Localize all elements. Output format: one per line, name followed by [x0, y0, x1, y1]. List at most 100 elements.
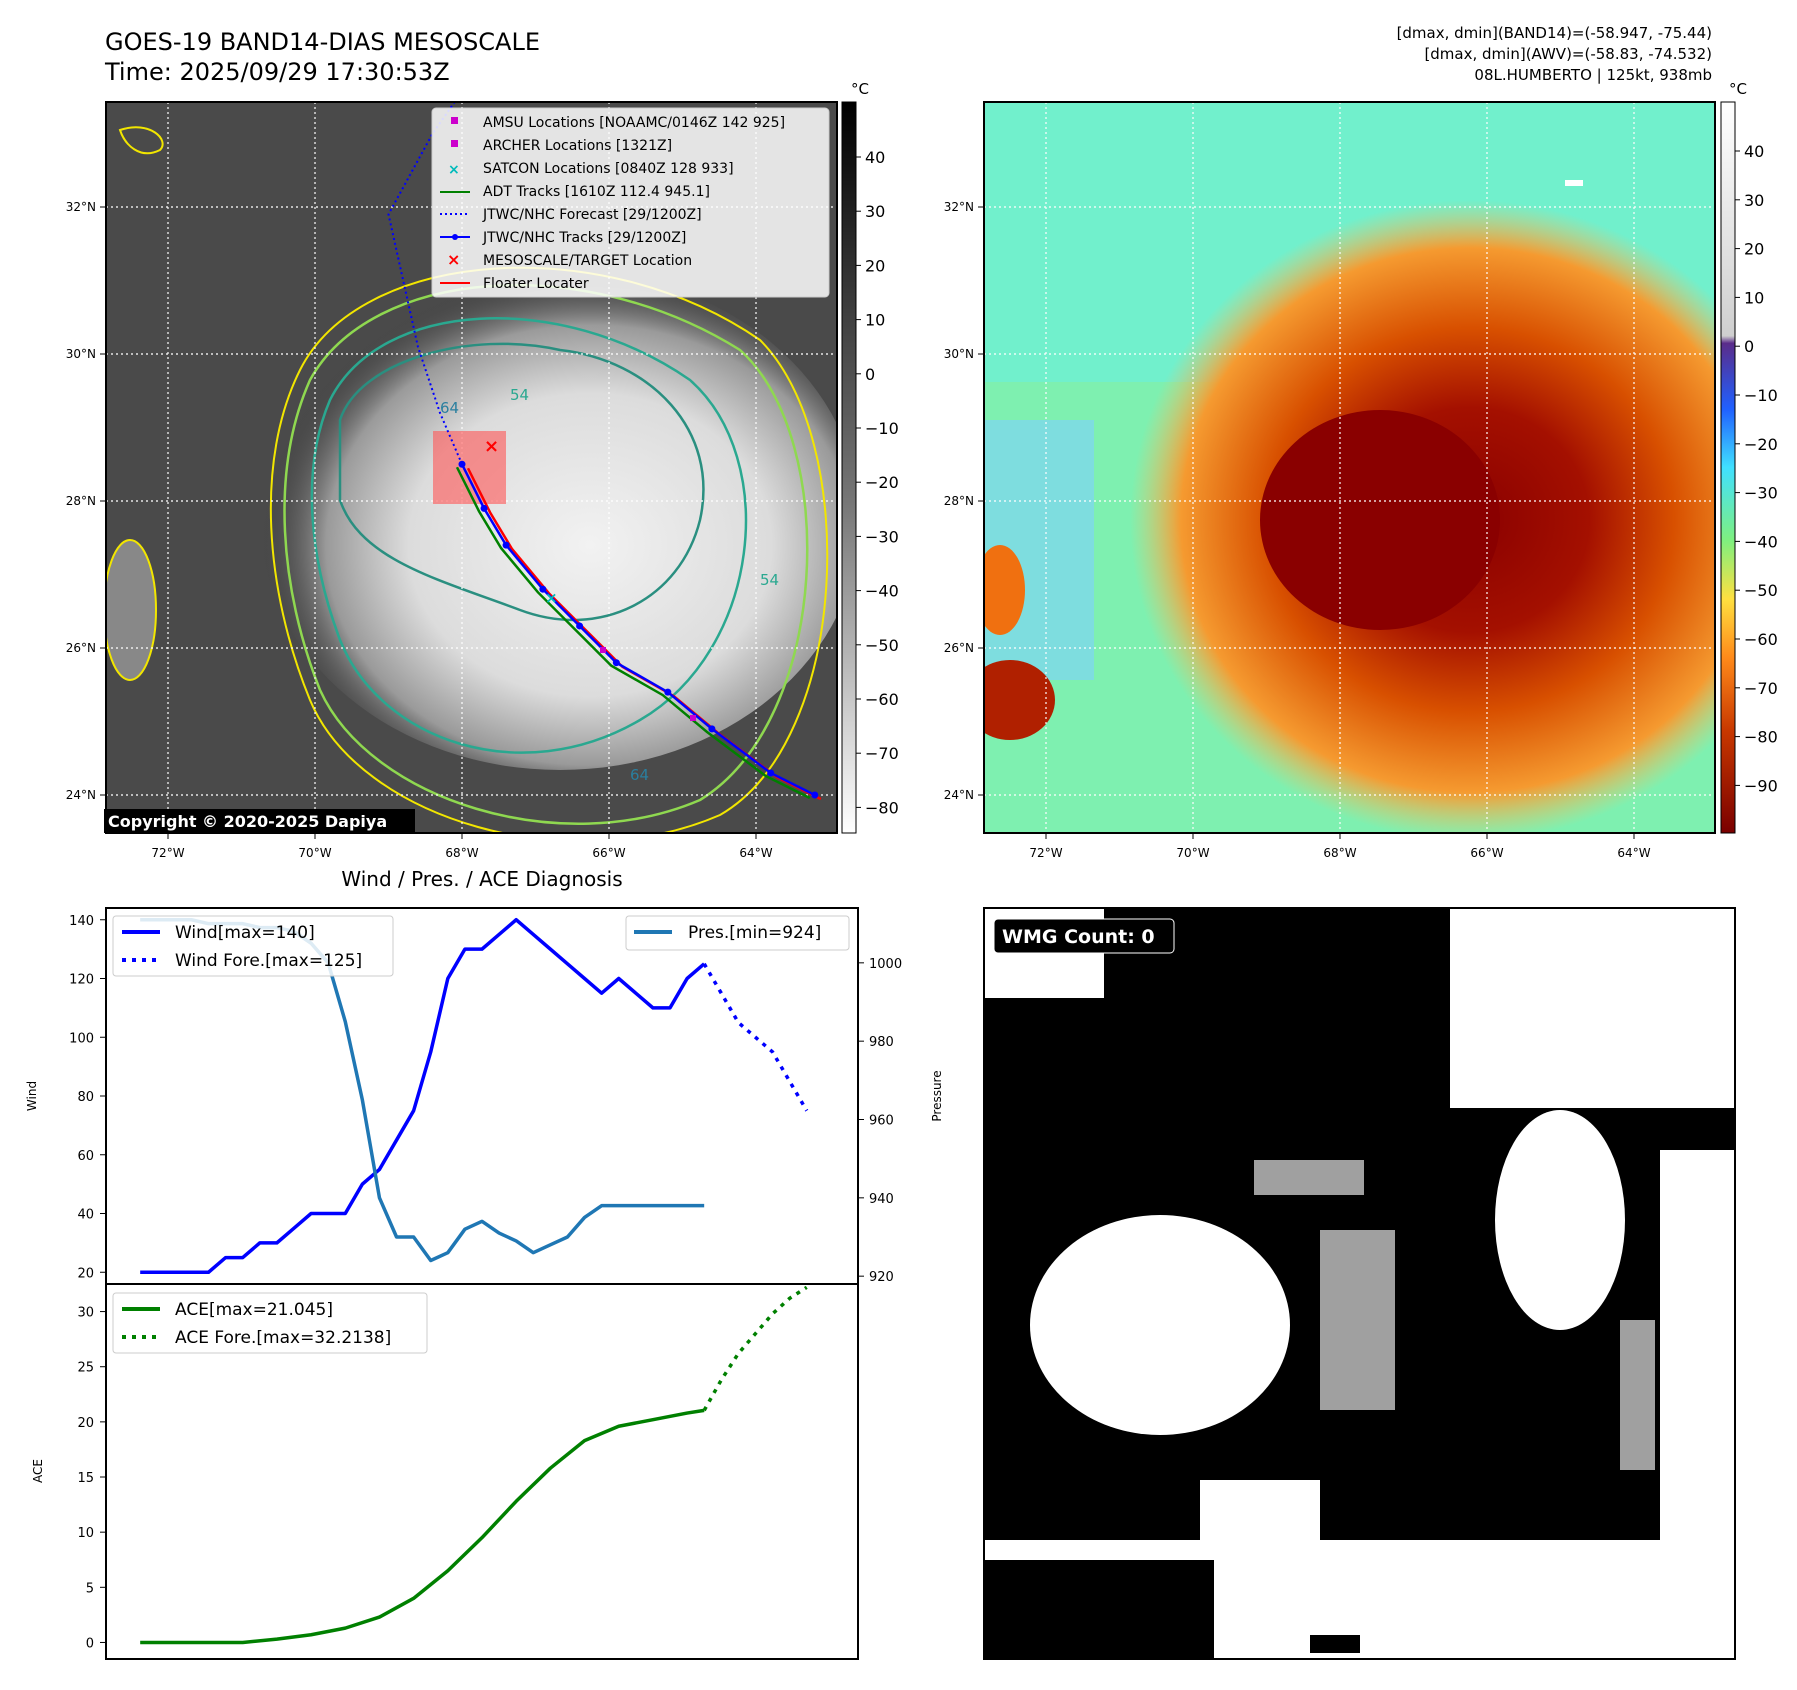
pressure-tick-label: 960 [869, 1114, 894, 1129]
ace-tick-label: 15 [77, 1471, 94, 1486]
ir-map-axes: 72°W 70°W 68°W 66°W 64°W 32°N 30°N 28°N 26°N 24°N [66, 200, 773, 860]
lat-tick-label: 32°N [944, 200, 974, 214]
jtwc-track-point [664, 688, 672, 696]
lat-tick-label: 24°N [66, 788, 96, 802]
lon-tick-label: 68°W [445, 846, 478, 860]
wmg-panel: WMG Count: 0 [983, 907, 1736, 1660]
copyright-text: Copyright © 2020-2025 Dapiya [108, 812, 387, 831]
ace-tick-label: 25 [77, 1361, 94, 1376]
satcon-marker: × [545, 589, 558, 607]
wind-tick-label: 60 [77, 1149, 94, 1164]
map-legend: AMSU Locations [NOAAMC/0146Z 142 925] AR… [431, 107, 830, 298]
diagnosis-title: Wind / Pres. / ACE Diagnosis [341, 867, 622, 891]
ir-colorbar: °C 40 30 20 10 0 −10 −20 −30 −40 −50 −60 −70 −80 [841, 80, 899, 834]
colorbar-tick-label: 0 [1744, 337, 1754, 356]
jtwc-forecast-track [387, 102, 463, 465]
lat-tick-label: 26°N [66, 641, 96, 655]
satcon-legend-icon: × [448, 162, 460, 178]
lon-tick-label: 66°W [1470, 846, 1503, 860]
colorbar-tick-label: −30 [865, 527, 899, 546]
jtwc-track-point [708, 725, 716, 733]
lat-tick-label: 30°N [66, 347, 96, 361]
wind-pressure-chart: 20 40 60 80 100 120 140 920 940 960 980 1000 Wind P… [25, 907, 944, 1285]
legend-floater: Floater Locater [483, 276, 589, 292]
colorbar-tick-label: −70 [1744, 679, 1778, 698]
ace-legend: ACE[max=21.045] ACE Fore.[max=32.2138] [112, 1292, 428, 1354]
lat-tick-label: 28°N [944, 494, 974, 508]
wmg-clear-region [1030, 1215, 1290, 1435]
jtwc-track-point [767, 769, 775, 777]
lat-tick-label: 26°N [944, 641, 974, 655]
copyright-box [104, 809, 415, 833]
wind-fore-legend-label: Wind Fore.[max=125] [175, 951, 362, 971]
colorbar-tick-label: −90 [1744, 776, 1778, 795]
colorbar-tick-label: 40 [1744, 142, 1764, 161]
wind-series-line [140, 918, 706, 1274]
target-location-marker: × [484, 436, 499, 457]
colorbar-tick-label: 10 [865, 311, 885, 330]
colorbar-tick-label: 40 [865, 148, 885, 167]
lat-tick-label: 30°N [944, 347, 974, 361]
pressure-tick-label: 940 [869, 1192, 894, 1207]
pressure-legend-label: Pres.[min=924] [688, 923, 821, 943]
archer-marker [600, 647, 606, 653]
lon-tick-label: 66°W [592, 846, 625, 860]
storm-info: 08L.HUMBERTO | 125kt, 938mb [1474, 66, 1712, 84]
ir-contour-inner [338, 342, 705, 622]
wind-tick-label: 40 [77, 1208, 94, 1223]
legend-forecast: JTWC/NHC Forecast [29/1200Z] [482, 207, 702, 223]
legend-target: MESOSCALE/TARGET Location [483, 253, 692, 269]
legend-archer: ARCHER Locations [1321Z] [483, 138, 672, 154]
ir-map-panel: 64 54 54 64 × × AMSU Locations [NOAAMC/0… [66, 101, 838, 860]
colorbar-tick-label: 10 [1744, 288, 1764, 307]
legend-satcon: SATCON Locations [0840Z 128 933] [483, 161, 734, 177]
colorbar-tick-label: 0 [865, 365, 875, 384]
colorbar-tick-label: −50 [1744, 581, 1778, 600]
colorbar-tick-label: −50 [865, 636, 899, 655]
wind-tick-label: 20 [77, 1266, 94, 1281]
ace-legend-label: ACE[max=21.045] [175, 1300, 333, 1320]
wind-tick-label: 140 [69, 914, 94, 929]
lat-tick-label: 28°N [66, 494, 96, 508]
lat-tick-label: 32°N [66, 200, 96, 214]
lon-tick-label: 64°W [1617, 846, 1650, 860]
wind-legend-label: Wind[max=140] [175, 923, 315, 943]
awv-eye-region [1260, 410, 1500, 630]
legend-amsu: AMSU Locations [NOAAMC/0146Z 142 925] [483, 115, 785, 131]
awv-map-axes: 72°W 70°W 68°W 66°W 64°W 32°N 30°N 28°N 26°N 24°N [944, 200, 1651, 860]
jtwc-track-point [502, 541, 510, 549]
jtwc-track-point [539, 585, 547, 593]
ace-forecast-line [702, 1285, 808, 1412]
ace-tick-label: 5 [86, 1581, 94, 1596]
amsu-marker [690, 715, 696, 721]
pressure-legend: Pres.[min=924] [625, 915, 850, 951]
figure-time: Time: 2025/09/29 17:30:53Z [104, 58, 450, 86]
lon-tick-label: 72°W [1029, 846, 1062, 860]
archer-legend-icon [451, 140, 458, 147]
lon-tick-label: 64°W [739, 846, 772, 860]
target-legend-icon: × [447, 250, 460, 269]
pressure-tick-label: 920 [869, 1270, 894, 1285]
colorbar-tick-label: −20 [1744, 435, 1778, 454]
pressure-tick-label: 1000 [869, 957, 902, 972]
legend-jtwc: JTWC/NHC Tracks [29/1200Z] [482, 230, 686, 246]
lon-tick-label: 70°W [298, 846, 331, 860]
contour-label: 54 [760, 571, 779, 589]
colorbar-tick-label: 20 [865, 256, 885, 275]
awv-colorbar: °C 40 30 20 10 0 −10 −20 −30 −40 −50 −60 −70 −80 −90 [1720, 80, 1778, 834]
colorbar-tick-label: 30 [1744, 191, 1764, 210]
lon-tick-label: 68°W [1323, 846, 1356, 860]
contour-label: 64 [440, 399, 459, 417]
ace-tick-label: 10 [77, 1526, 94, 1541]
colorbar-tick-label: 20 [1744, 240, 1764, 259]
ir-contour-mid [310, 317, 748, 754]
awv-colorbar-unit: °C [1729, 80, 1747, 98]
colorbar-tick-label: −60 [865, 690, 899, 709]
wmg-gray-region [1254, 1160, 1364, 1195]
dmax-band14: [dmax, dmin](BAND14)=(-58.947, -75.44) [1397, 24, 1712, 42]
colorbar-tick-label: −70 [865, 744, 899, 763]
ir-colorbar-unit: °C [851, 80, 869, 98]
ace-fore-legend-label: ACE Fore.[max=32.2138] [175, 1328, 391, 1348]
lon-tick-label: 70°W [1176, 846, 1209, 860]
